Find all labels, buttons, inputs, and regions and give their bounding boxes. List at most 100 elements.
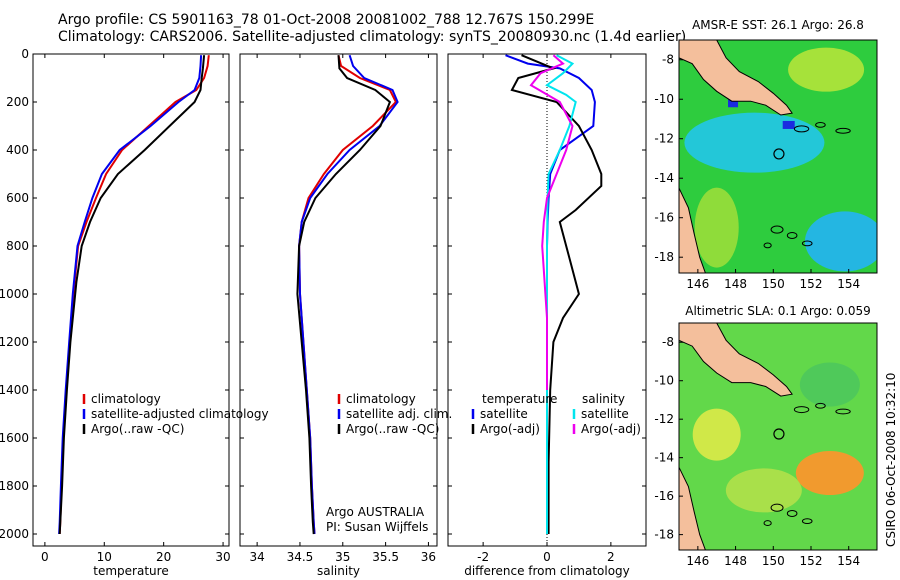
sst-warm-patch bbox=[694, 187, 739, 268]
sst-lat-tick-label: -12 bbox=[654, 132, 674, 146]
sla-reef-outline bbox=[815, 402, 826, 409]
depth-tick-label: 400 bbox=[6, 143, 29, 157]
sst-map-title: AMSR-E SST: 26.1 Argo: 26.8 bbox=[692, 18, 864, 32]
depth-tick-label: 800 bbox=[6, 239, 29, 253]
sla-map-title: Altimetric SLA: 0.1 Argo: 0.059 bbox=[685, 304, 870, 318]
temperature-legend-entry: climatology bbox=[91, 392, 161, 406]
sst-reef-outline bbox=[835, 127, 851, 134]
salinity-legend-entry: satellite adj. clim. bbox=[346, 407, 452, 421]
sst-reef-outline bbox=[786, 231, 798, 239]
depth-tick-label: 600 bbox=[6, 191, 29, 205]
sla-lat-tick-label: -10 bbox=[654, 374, 674, 388]
sla-lon-tick-label: 146 bbox=[686, 554, 709, 568]
sla-reef-outline bbox=[793, 406, 810, 414]
difference-series-argo-adj- bbox=[529, 54, 574, 390]
difference-x-axis-label: difference from climatology bbox=[464, 564, 630, 578]
sla-lon-tick-label: 154 bbox=[837, 554, 860, 568]
sst-lat-tick-label: -14 bbox=[654, 171, 674, 185]
sst-cool-patch bbox=[804, 211, 877, 272]
sst-cold-pixel bbox=[782, 120, 795, 129]
depth-tick-label: 2000 bbox=[0, 527, 29, 541]
sla-lon-tick-label: 152 bbox=[800, 554, 823, 568]
sst-lon-tick-label: 152 bbox=[800, 277, 823, 291]
sst-lon-tick-label: 150 bbox=[762, 277, 785, 291]
sla-lon-tick-label: 150 bbox=[762, 554, 785, 568]
sla-lat-tick-label: -16 bbox=[654, 489, 674, 503]
temperature-legend-entry: Argo(..raw -QC) bbox=[91, 422, 184, 436]
salinity-series-argo-raw-qc- bbox=[296, 55, 392, 535]
sst-land-png bbox=[679, 40, 793, 116]
project-label: Argo AUSTRALIA bbox=[326, 505, 425, 519]
sla-map-frame bbox=[678, 322, 878, 551]
difference-series-satellite bbox=[545, 54, 577, 534]
temperature-x-tick-label: 20 bbox=[156, 550, 171, 564]
sla-reef-outline bbox=[801, 518, 813, 525]
salinity-x-tick-label: 34.5 bbox=[287, 550, 314, 564]
temperature-legend-entry: satellite-adjusted climatology bbox=[91, 407, 269, 421]
sst-cool-patch bbox=[684, 112, 825, 173]
sla-land-png bbox=[679, 323, 793, 397]
temperature-series-argo-raw-qc- bbox=[58, 55, 206, 535]
sla-lat-tick-label: -18 bbox=[654, 528, 674, 542]
temperature-axes-frame bbox=[32, 53, 230, 547]
sla-high-patch bbox=[725, 468, 802, 513]
difference-legend-entry: satellite bbox=[581, 407, 629, 421]
difference-series-argo-adj- bbox=[510, 54, 603, 534]
difference-legend-heading: salinity bbox=[582, 392, 625, 406]
depth-tick-label: 1800 bbox=[0, 479, 29, 493]
sst-lon-tick-label: 148 bbox=[724, 277, 747, 291]
difference-legend-entry: satellite bbox=[480, 407, 528, 421]
figure-title-line-1: Argo profile: CS 5901163_78 01-Oct-2008 … bbox=[58, 12, 595, 28]
sst-lat-tick-label: -18 bbox=[654, 250, 674, 264]
sla-map-field bbox=[679, 323, 877, 550]
sla-land-australia bbox=[679, 467, 706, 550]
temperature-x-tick-label: 30 bbox=[215, 550, 230, 564]
salinity-x-tick-label: 34 bbox=[249, 550, 264, 564]
difference-legend-entry: Argo(-adj) bbox=[480, 422, 540, 436]
salinity-axes-frame bbox=[239, 53, 438, 547]
sla-reef-outline bbox=[835, 408, 851, 415]
temperature-series-satellite-adjusted-climatology bbox=[58, 55, 203, 535]
pi-label: PI: Susan Wijffels bbox=[326, 520, 428, 534]
difference-x-tick-label: 2 bbox=[607, 550, 615, 564]
sla-lat-tick-label: -8 bbox=[662, 335, 674, 349]
difference-legend-heading: temperature bbox=[482, 392, 557, 406]
sst-reef-outline bbox=[770, 225, 784, 234]
depth-tick-label: 0 bbox=[21, 47, 29, 61]
depth-tick-label: 1400 bbox=[0, 383, 29, 397]
temperature-x-axis-label: temperature bbox=[93, 564, 168, 578]
sla-high-patch bbox=[692, 408, 741, 461]
sla-lat-tick-label: -12 bbox=[654, 412, 674, 426]
salinity-legend-entry: climatology bbox=[346, 392, 416, 406]
sst-cold-pixel bbox=[728, 97, 739, 108]
depth-tick-label: 1600 bbox=[0, 431, 29, 445]
difference-x-tick-label: 0 bbox=[543, 550, 551, 564]
sla-low-patch bbox=[799, 362, 860, 407]
sst-float-position-marker bbox=[773, 148, 785, 160]
sst-map-field bbox=[679, 40, 877, 273]
sst-map-frame bbox=[678, 39, 878, 274]
timestamp-label: CSIRO 06-Oct-2008 10:32:10 bbox=[884, 373, 898, 547]
sst-lon-tick-label: 154 bbox=[837, 277, 860, 291]
salinity-x-tick-label: 35.5 bbox=[372, 550, 399, 564]
difference-x-tick-label: -2 bbox=[477, 550, 489, 564]
sla-reef-outline bbox=[786, 509, 798, 517]
temperature-x-tick-label: 10 bbox=[97, 550, 112, 564]
sla-reef-outline bbox=[763, 520, 772, 526]
depth-tick-label: 1000 bbox=[0, 287, 29, 301]
sla-high-patch bbox=[795, 451, 864, 496]
sst-lat-tick-label: -16 bbox=[654, 211, 674, 225]
sst-reef-outline bbox=[815, 122, 826, 128]
sst-reef-outline bbox=[793, 125, 810, 133]
salinity-x-tick-label: 36 bbox=[421, 550, 436, 564]
salinity-legend-entry: Argo(..raw -QC) bbox=[346, 422, 439, 436]
depth-tick-label: 200 bbox=[6, 95, 29, 109]
temperature-x-tick-label: 0 bbox=[41, 550, 49, 564]
sla-lon-tick-label: 148 bbox=[724, 554, 747, 568]
difference-legend-entry: Argo(-adj) bbox=[581, 422, 641, 436]
sst-reef-outline bbox=[763, 242, 772, 249]
sst-land-australia bbox=[679, 187, 706, 273]
sla-float-position-marker bbox=[773, 428, 785, 440]
sla-lat-tick-label: -14 bbox=[654, 451, 674, 465]
